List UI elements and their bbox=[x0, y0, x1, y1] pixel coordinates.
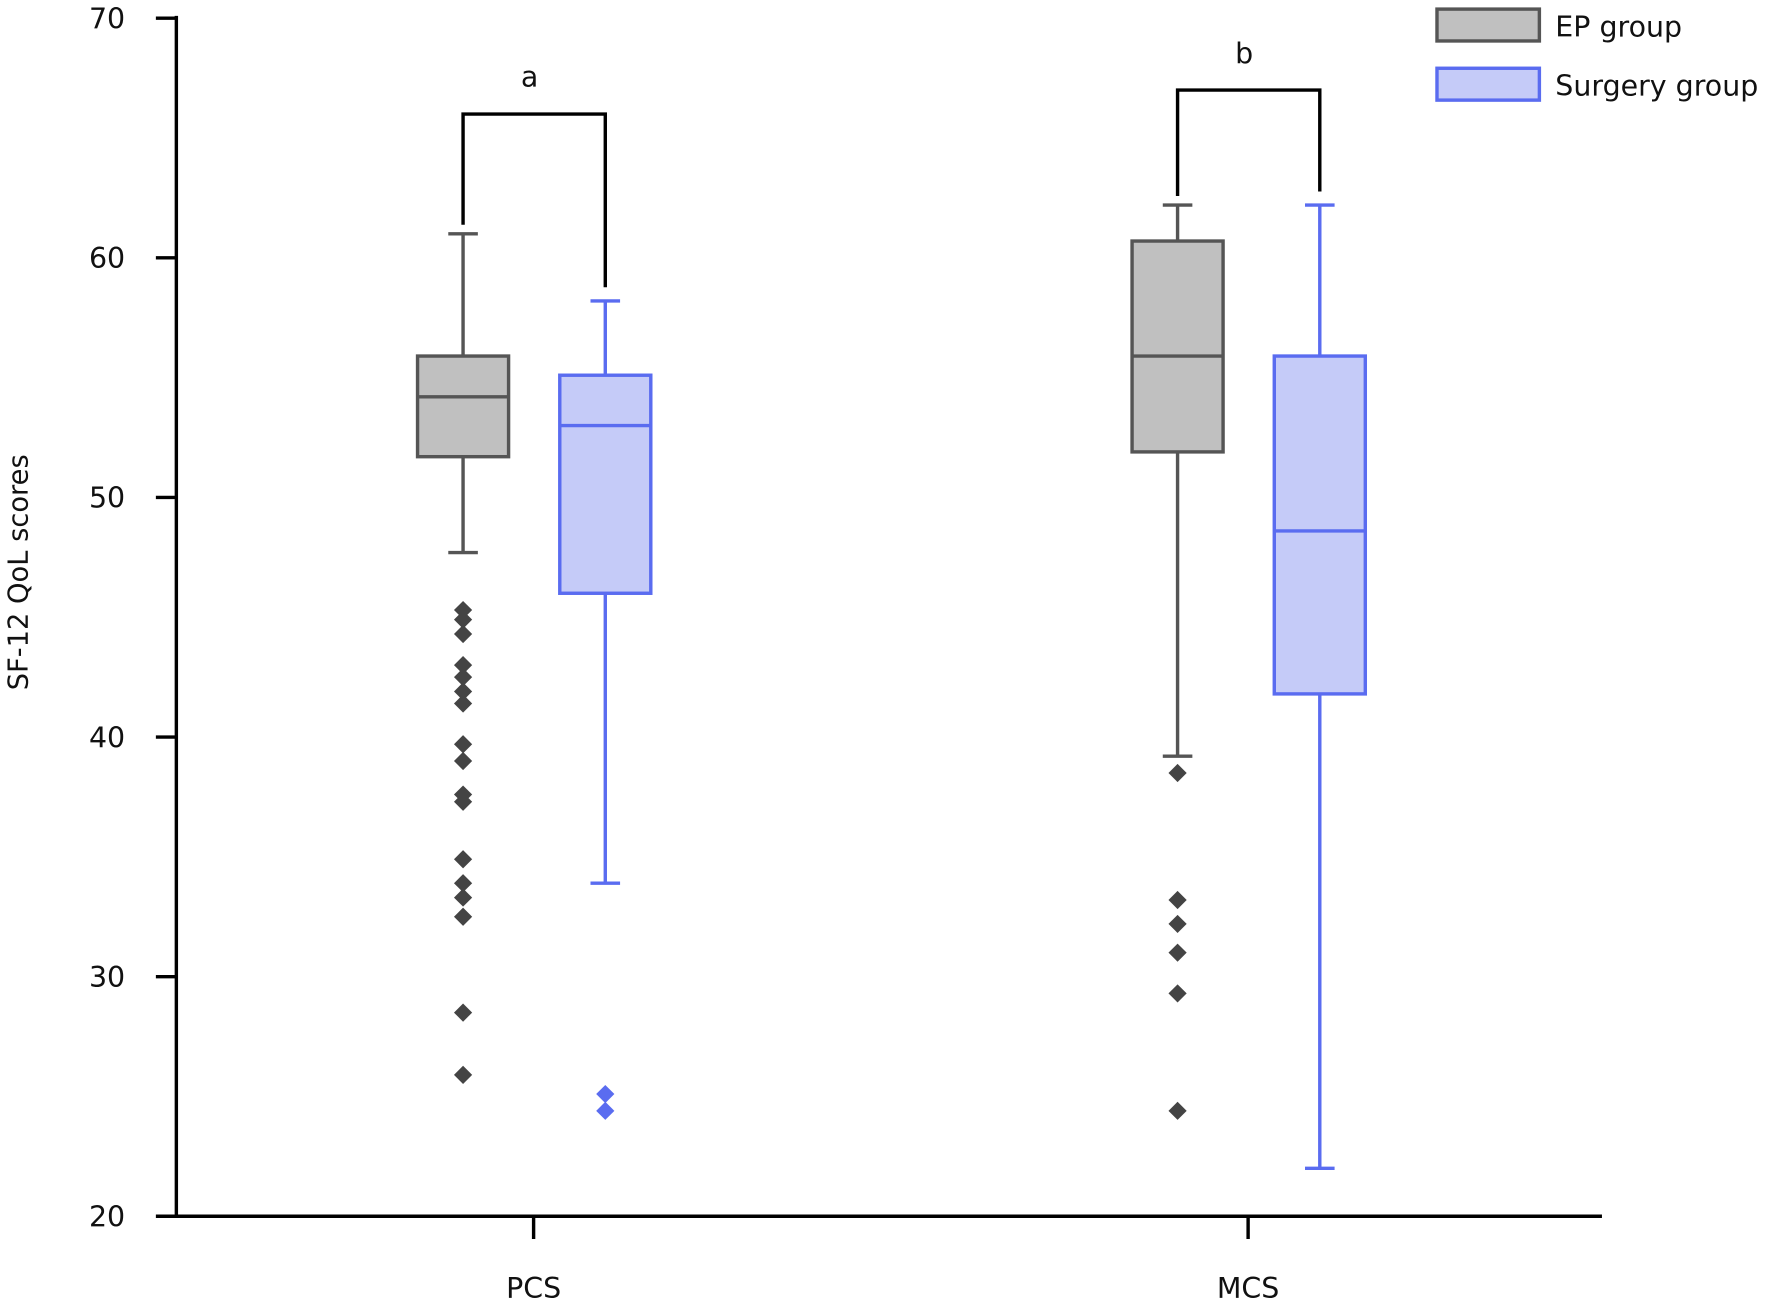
box-ep-group-pcs bbox=[415, 232, 511, 1084]
outlier-point bbox=[596, 1084, 615, 1104]
outlier-point bbox=[596, 1101, 615, 1120]
box-surgery-group-pcs bbox=[558, 299, 653, 1120]
outlier-point bbox=[453, 668, 473, 687]
outlier-point bbox=[1168, 984, 1187, 1003]
outlier-point bbox=[453, 600, 473, 620]
outlier-point bbox=[1168, 943, 1187, 962]
outlier-point bbox=[453, 751, 473, 771]
significance-label: a bbox=[521, 61, 538, 94]
iqr-box bbox=[1272, 354, 1368, 696]
bracket-line bbox=[461, 112, 607, 288]
y-tick-label: 60 bbox=[89, 242, 125, 275]
legend-swatch bbox=[1435, 7, 1542, 43]
x-tick-label: MCS bbox=[1217, 1272, 1279, 1305]
outlier-point bbox=[453, 850, 473, 869]
iqr-box bbox=[415, 354, 511, 459]
outlier-point bbox=[453, 610, 473, 629]
outlier-point bbox=[453, 907, 473, 926]
significance-bracket: b bbox=[1175, 37, 1322, 196]
legend-swatch bbox=[1435, 66, 1542, 102]
significance-bracket: a bbox=[461, 61, 607, 288]
outlier-point bbox=[453, 1003, 473, 1022]
bracket-line bbox=[1175, 88, 1322, 196]
outlier-point bbox=[1168, 914, 1187, 934]
legend-label: Surgery group bbox=[1555, 70, 1758, 103]
outlier-point bbox=[1168, 890, 1187, 910]
outlier-point bbox=[453, 792, 473, 811]
y-tick-label: 70 bbox=[89, 2, 125, 35]
y-axis-label: SF-12 QoL scores bbox=[3, 454, 34, 690]
outlier-point bbox=[1168, 1101, 1187, 1120]
x-tick-label: PCS bbox=[506, 1272, 561, 1305]
significance-label: b bbox=[1235, 37, 1253, 70]
outlier-point bbox=[453, 874, 473, 893]
outlier-point bbox=[453, 1065, 473, 1084]
legend-label: EP group bbox=[1555, 10, 1682, 43]
box-surgery-group-mcs bbox=[1272, 203, 1368, 1171]
iqr-box bbox=[1130, 239, 1225, 454]
outlier-point bbox=[453, 656, 473, 675]
y-tick-label: 30 bbox=[89, 961, 125, 994]
y-tick-label: 50 bbox=[89, 482, 125, 515]
outlier-point bbox=[453, 694, 473, 713]
y-tick-label: 40 bbox=[89, 721, 125, 754]
iqr-box bbox=[558, 373, 653, 595]
outlier-point bbox=[453, 735, 473, 754]
outlier-point bbox=[453, 624, 473, 644]
outlier-point bbox=[1168, 763, 1187, 783]
box-ep-group-mcs bbox=[1130, 203, 1225, 1120]
y-tick-label: 20 bbox=[89, 1200, 125, 1233]
outlier-point bbox=[453, 888, 473, 907]
outlier-point bbox=[453, 682, 473, 701]
